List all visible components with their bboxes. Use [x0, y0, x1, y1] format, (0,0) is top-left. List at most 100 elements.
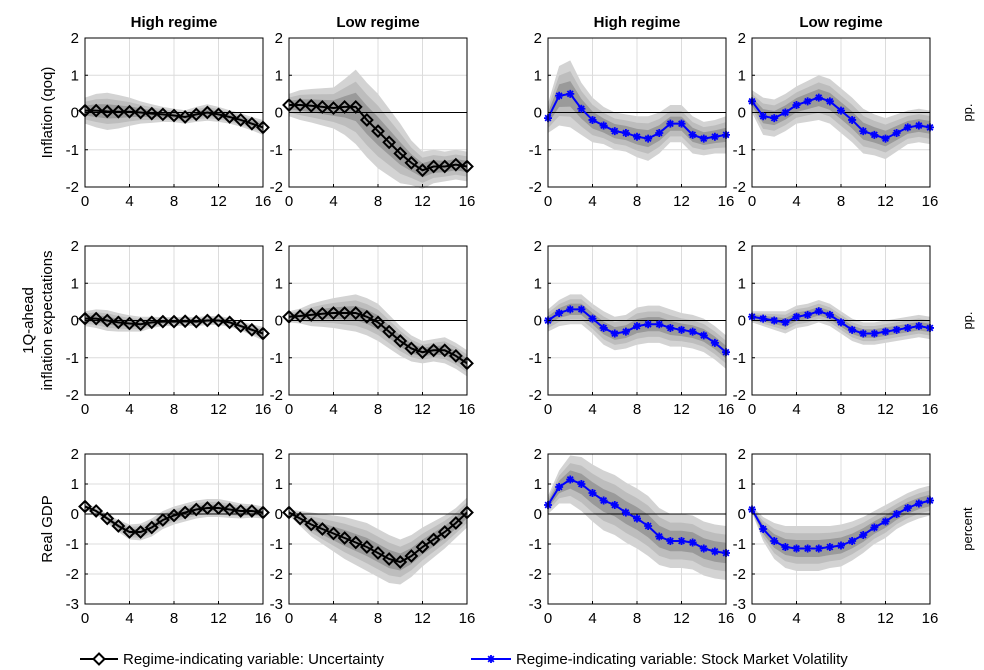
y-tick-label: -1: [529, 142, 542, 159]
y-tick-label: 2: [534, 446, 542, 463]
y-tick-label: -2: [66, 387, 79, 404]
data-point: [825, 97, 834, 106]
x-tick-label: 12: [210, 401, 227, 418]
data-point: [371, 315, 385, 330]
data-point: [437, 343, 452, 358]
y-tick-label: -2: [270, 566, 283, 583]
data-point: [688, 130, 697, 139]
data-point: [792, 312, 801, 321]
x-tick-label: 8: [374, 401, 382, 418]
x-tick-label: 0: [748, 401, 756, 418]
data-point: [415, 163, 430, 178]
data-point: [666, 537, 675, 545]
y-tick-label: -2: [66, 566, 79, 583]
data-point: [699, 544, 708, 553]
column-title: Low regime: [799, 14, 882, 31]
y-tick-label: -3: [733, 596, 746, 613]
data-point: [903, 323, 912, 332]
data-point: [914, 121, 923, 130]
y-tick-label: 2: [738, 238, 746, 255]
data-point: [426, 532, 441, 547]
x-tick-label: 12: [673, 193, 690, 210]
y-tick-label: -2: [733, 566, 746, 583]
confidence-band: [548, 81, 726, 148]
y-tick-label: -3: [66, 596, 79, 613]
data-point: [89, 311, 104, 326]
y-tick-label: -1: [66, 350, 79, 367]
y-tick-label: -2: [529, 566, 542, 583]
y-tick-label: -1: [733, 142, 746, 159]
row-label: inflation expectations: [39, 250, 56, 390]
x-tick-label: 16: [255, 610, 272, 627]
x-tick-label: 12: [877, 401, 894, 418]
data-point: [304, 517, 319, 532]
x-tick-label: 4: [125, 193, 133, 210]
y-tick-label: -2: [66, 179, 79, 196]
confidence-band: [548, 71, 726, 154]
x-tick-label: 0: [544, 610, 552, 627]
row-label: Real GDP: [39, 495, 56, 563]
data-point: [337, 99, 352, 114]
y-tick-label: 1: [71, 67, 79, 84]
y-tick-label: -1: [270, 350, 283, 367]
data-point: [555, 91, 564, 100]
y-tick-label: 2: [71, 446, 79, 463]
unit-label: pp.: [960, 103, 975, 121]
data-point: [348, 306, 363, 320]
data-point: [222, 110, 237, 124]
data-point: [781, 108, 790, 117]
series-line: [289, 104, 468, 172]
data-point: [814, 307, 823, 316]
data-point: [633, 132, 641, 141]
data-point: [710, 547, 719, 556]
y-tick-label: 0: [275, 506, 283, 523]
data-point: [144, 520, 159, 535]
data-point: [122, 316, 137, 331]
data-point: [770, 537, 779, 545]
data-point: [167, 108, 181, 123]
x-tick-label: 12: [210, 610, 227, 627]
data-point: [304, 98, 319, 113]
confidence-band: [289, 502, 467, 578]
data-point: [211, 501, 226, 515]
data-point: [111, 519, 126, 533]
data-point: [293, 98, 308, 112]
y-tick-label: 1: [534, 476, 542, 493]
data-point: [666, 323, 675, 332]
data-point: [189, 502, 204, 517]
x-tick-label: 8: [374, 193, 382, 210]
data-point: [393, 146, 408, 161]
x-tick-label: 0: [748, 193, 756, 210]
data-point: [133, 525, 148, 539]
data-point: [655, 128, 664, 137]
data-point: [599, 323, 608, 332]
data-point: [825, 543, 834, 551]
y-tick-label: -2: [529, 179, 542, 196]
data-point: [415, 540, 430, 554]
y-tick-label: -1: [529, 350, 542, 367]
legend-marker-uncertainty: [92, 652, 106, 666]
data-point: [155, 107, 170, 122]
x-tick-label: 8: [170, 610, 178, 627]
data-point: [178, 110, 193, 124]
data-point: [848, 537, 857, 545]
x-tick-label: 8: [837, 193, 845, 210]
y-tick-label: -1: [66, 142, 79, 159]
data-point: [359, 309, 374, 324]
data-point: [337, 306, 352, 320]
data-point: [566, 305, 575, 314]
data-point: [111, 104, 126, 119]
data-point: [382, 324, 397, 339]
data-point: [644, 320, 653, 329]
data-point: [814, 93, 823, 102]
x-tick-label: 16: [922, 401, 939, 418]
y-tick-label: -1: [529, 536, 542, 553]
data-point: [688, 538, 697, 547]
data-point: [359, 540, 374, 554]
data-point: [200, 313, 215, 328]
data-point: [577, 305, 586, 314]
data-point: [770, 316, 779, 325]
data-point: [304, 307, 319, 322]
